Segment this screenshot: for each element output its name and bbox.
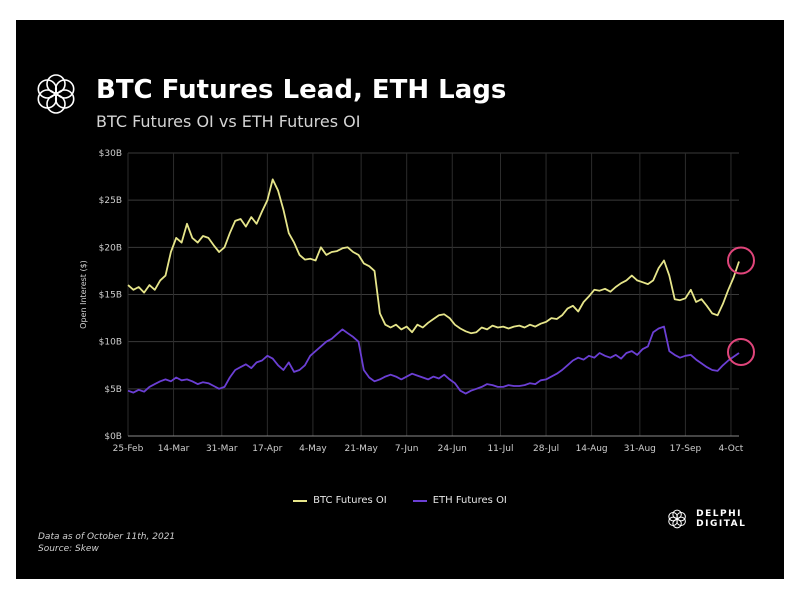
y-tick-label: $25B	[99, 196, 122, 206]
data-date-note: Data as of October 11th, 2021	[38, 532, 176, 542]
y-tick-label: $0B	[104, 432, 122, 442]
chart-title: BTC Futures Lead, ETH Lags	[96, 75, 507, 105]
chart-legend: BTC Futures OI ETH Futures OI	[16, 495, 784, 506]
y-axis-label: Open Interest ($)	[79, 260, 88, 329]
line-chart: $0B $5B $10B $15B $20B $25B $30B 25-Feb 14-Mar 31…	[79, 149, 755, 454]
x-tick-label: 25-Feb	[113, 444, 144, 454]
legend-item-eth: ETH Futures OI	[412, 495, 507, 506]
legend-swatch-eth	[412, 499, 427, 502]
x-tick-label: 17-Sep	[670, 444, 702, 454]
x-tick-label: 24-Jun	[438, 444, 467, 454]
x-tick-label: 21-May	[344, 444, 378, 454]
x-tick-label: 7-Jun	[395, 444, 419, 454]
series-line-btc	[127, 178, 740, 335]
y-tick-label: $5B	[104, 385, 122, 395]
y-tick-label: $30B	[99, 149, 122, 159]
legend-label-btc: BTC Futures OI	[313, 495, 387, 506]
x-tick-label: 4-May	[299, 444, 327, 454]
highlight-circle-eth	[727, 337, 755, 366]
legend-item-btc: BTC Futures OI	[293, 495, 387, 506]
x-tick-label: 14-Mar	[158, 444, 190, 454]
x-tick-label: 4-Oct	[719, 444, 744, 454]
y-tick-label: $15B	[99, 291, 122, 301]
x-tick-label: 11-Jul	[487, 444, 513, 454]
series-line-eth	[127, 325, 740, 395]
x-tick-label: 17-Apr	[252, 444, 282, 454]
y-tick-label: $20B	[99, 243, 122, 253]
delphi-logo-small-icon	[668, 509, 686, 529]
highlight-circle-btc	[727, 246, 755, 275]
legend-label-eth: ETH Futures OI	[432, 495, 507, 506]
delphi-logo-icon	[37, 74, 75, 114]
x-tick-label: 31-Aug	[624, 444, 656, 454]
y-tick-label: $10B	[99, 338, 122, 348]
x-tick-label: 28-Jul	[533, 444, 559, 454]
brand-name: DELPHI DIGITAL	[696, 509, 747, 529]
x-tick-label: 31-Mar	[206, 444, 238, 454]
x-tick-label: 14-Aug	[576, 444, 608, 454]
chart-card: BTC Futures Lead, ETH Lags BTC Futures O…	[16, 20, 784, 579]
legend-swatch-btc	[293, 499, 308, 502]
source-note: Source: Skew	[38, 544, 99, 554]
chart-subtitle: BTC Futures OI vs ETH Futures OI	[96, 112, 361, 131]
brand-mark: DELPHI DIGITAL	[664, 504, 784, 534]
